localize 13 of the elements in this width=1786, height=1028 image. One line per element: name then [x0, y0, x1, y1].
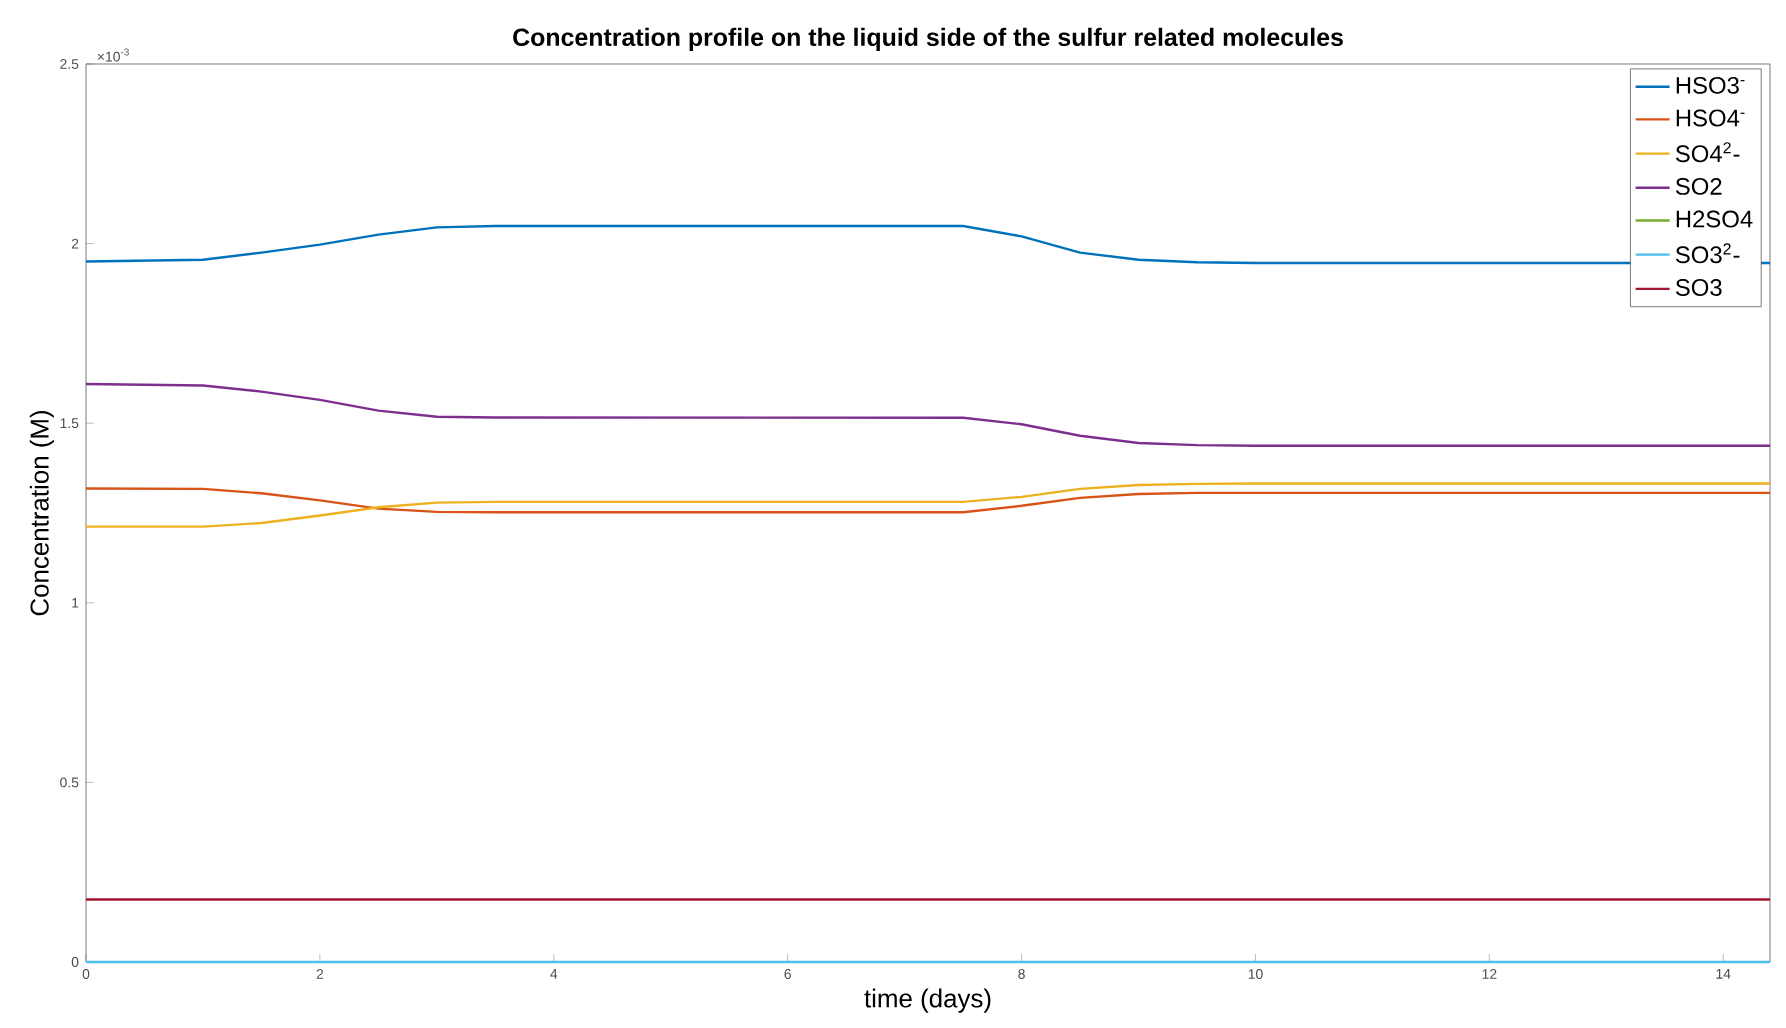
legend-label: SO4$^{2}$-	[1675, 142, 1740, 163]
legend-label: H2SO4	[1676, 210, 1753, 228]
line-series	[84, 382, 1772, 448]
legend-label: HSO4$^{-}$	[1676, 109, 1745, 127]
legend-label: SO2	[1675, 177, 1722, 195]
line-series	[84, 224, 1772, 265]
x-axis-title: time (days)	[864, 988, 991, 1013]
legend-label: SO3	[1675, 279, 1722, 296]
y-axis-title: Concentration (M)	[29, 410, 54, 616]
line-series	[84, 482, 1772, 528]
legend-label: HSO3$^{-}$	[1676, 76, 1745, 94]
chart-title: Concentration profile on the liquid side of the sulfur related molecules	[513, 27, 1343, 51]
legend-label: SO3$^{2}$-	[1675, 243, 1740, 264]
